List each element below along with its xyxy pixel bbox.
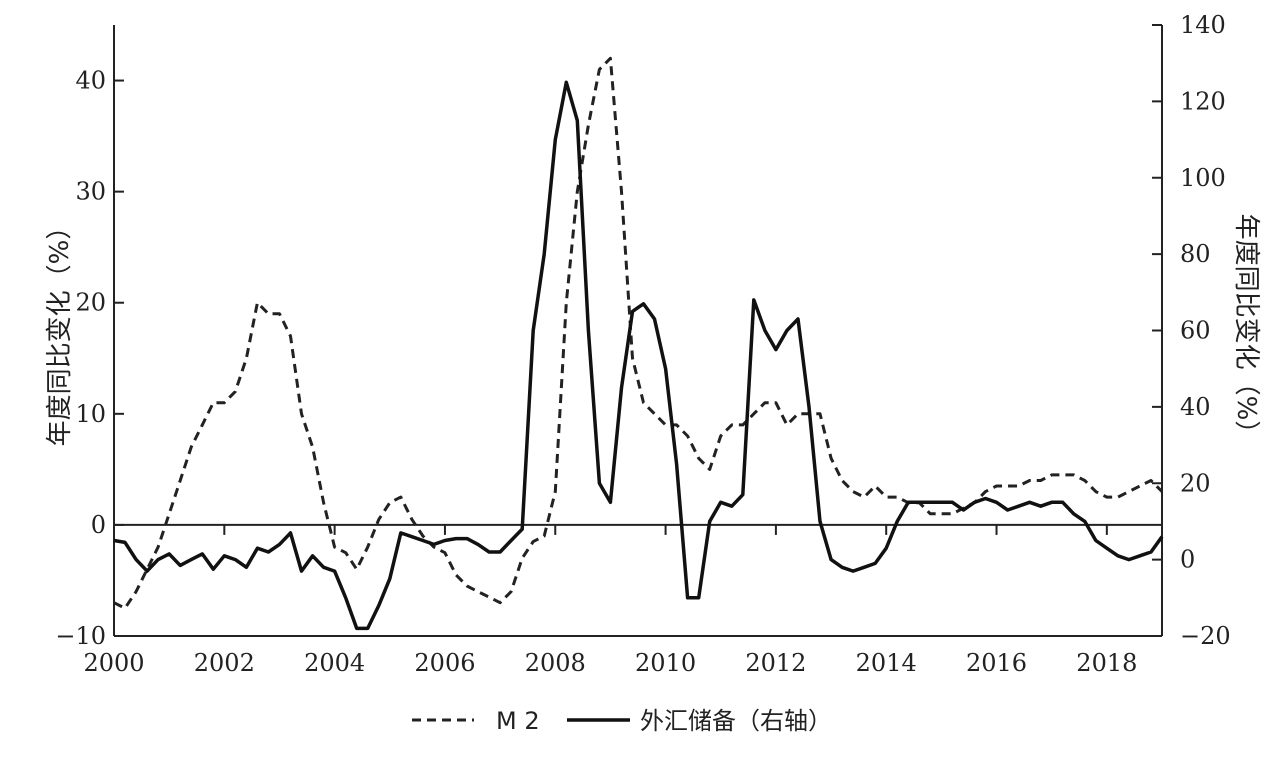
left-y-tick-label: 30 — [75, 178, 106, 206]
right-y-tick-label: −20 — [1180, 622, 1231, 650]
right-y-tick-label: 40 — [1180, 393, 1211, 421]
series-fx-reserves-line — [113, 80, 1164, 631]
x-tick-label: 2012 — [745, 649, 806, 677]
ticks: −10 0 10 20 30 40 −20 0 20 40 60 80 100 120 140 2000 200… — [55, 11, 1230, 677]
right-y-tick-label: 0 — [1180, 546, 1195, 574]
legend-m2-label: M 2 — [496, 707, 540, 735]
x-tick-label: 2016 — [966, 649, 1027, 677]
right-y-tick-label: 80 — [1180, 240, 1211, 268]
right-y-tick-label: 20 — [1180, 469, 1211, 497]
x-tick-label: 2002 — [194, 649, 255, 677]
x-tick-label: 2000 — [83, 649, 144, 677]
x-tick-label: 2006 — [414, 649, 475, 677]
left-y-tick-label: 40 — [75, 67, 106, 95]
left-y-tick-label: 10 — [75, 400, 106, 428]
right-y-tick-label: 60 — [1180, 317, 1211, 345]
legend: M 2 外汇储备（右轴） — [412, 707, 832, 735]
right-y-tick-label: 120 — [1180, 87, 1226, 115]
right-y-tick-label: 100 — [1180, 164, 1226, 192]
axes — [113, 25, 1163, 637]
x-tick-label: 2018 — [1076, 649, 1137, 677]
series-layer — [113, 56, 1164, 631]
x-tick-label: 2014 — [856, 649, 917, 677]
x-tick-label: 2004 — [304, 649, 365, 677]
x-tick-label: 2008 — [525, 649, 586, 677]
right-axis-title: 年度同比变化（%） — [1231, 214, 1261, 447]
left-axis-title: 年度同比变化（%） — [45, 214, 75, 447]
right-y-tick-label: 140 — [1180, 11, 1226, 39]
left-y-tick-label: −10 — [55, 622, 106, 650]
left-y-tick-label: 20 — [75, 289, 106, 317]
series-m2-line — [113, 56, 1164, 610]
left-y-tick-label: 0 — [91, 511, 106, 539]
legend-fx-label: 外汇储备（右轴） — [640, 707, 832, 735]
x-tick-label: 2010 — [635, 649, 696, 677]
